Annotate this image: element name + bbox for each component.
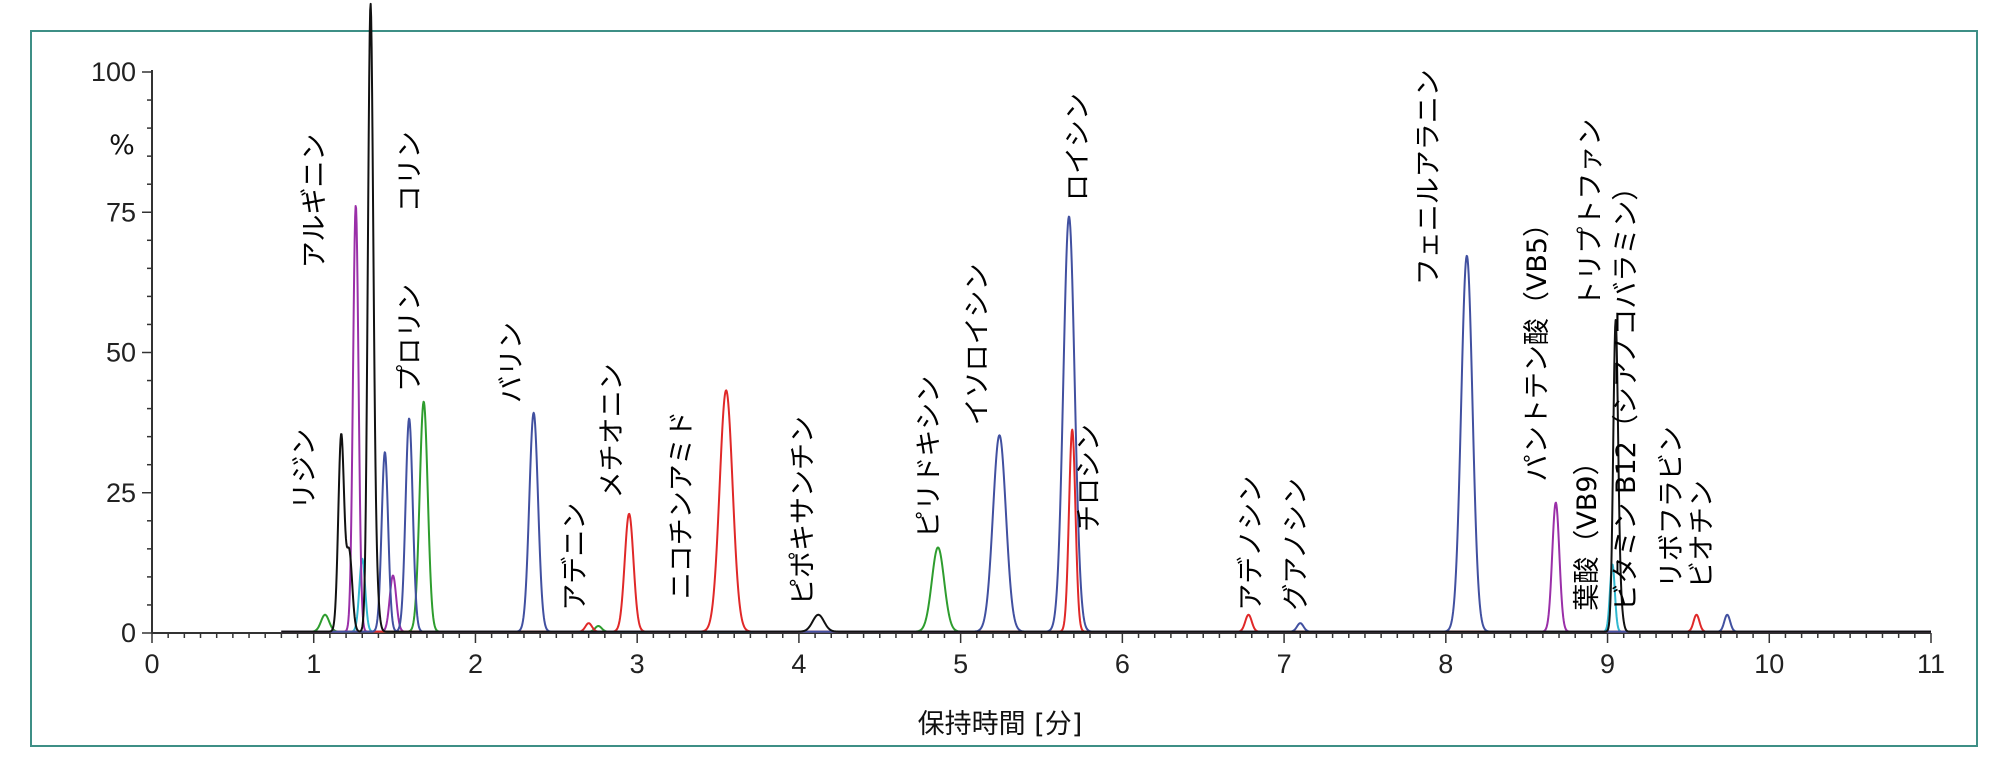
y-axis-title: % — [109, 130, 135, 161]
y-tick-label: 75 — [106, 197, 136, 227]
peak-label: パントテン酸（VB5） — [1522, 210, 1553, 482]
y-tick-label: 25 — [106, 478, 136, 508]
x-tick-label: 8 — [1438, 649, 1453, 679]
peak-label: 葉酸（VB9） — [1572, 448, 1603, 610]
peak-label: プロリン — [395, 284, 426, 392]
peak-label: バリン — [497, 322, 528, 403]
y-tick-label: 50 — [106, 338, 136, 368]
x-tick-label: 6 — [1115, 649, 1130, 679]
axes: 0 1 2 3 4 5 6 7 8 9 10 11 0 25 50 75 100 — [91, 57, 1945, 679]
peak-label: グアノシン — [1281, 478, 1312, 611]
peak-label: チロシン — [1074, 424, 1105, 532]
peak-label: アルギニン — [299, 134, 330, 269]
x-tick-label: 2 — [468, 649, 483, 679]
x-axis-title: 保持時間 [分] — [918, 709, 1083, 740]
x-tick-label: 9 — [1600, 649, 1615, 679]
peak-label: リボフラビン — [1656, 426, 1687, 588]
peak-label: リジン — [290, 429, 321, 510]
x-tick-label: 3 — [630, 649, 645, 679]
peak-label: ロイシン — [1063, 93, 1094, 201]
x-tick-label: 4 — [791, 649, 806, 679]
x-tick-label: 5 — [953, 649, 968, 679]
peak-label: ニコチンアミド — [667, 411, 698, 599]
traces — [280, 2, 1932, 633]
peak-label: アデニン — [560, 503, 591, 611]
x-tick-label: 10 — [1754, 649, 1784, 679]
peak-label: ピポキサンチン — [788, 416, 819, 605]
peak-label: コリン — [395, 131, 426, 212]
x-tick-label: 7 — [1277, 649, 1292, 679]
peak-label: ビオチン — [1687, 480, 1718, 588]
peak-label: アデノシン — [1236, 476, 1267, 611]
peak-label: ビタミン B12（シアノコバラミン） — [1611, 174, 1642, 611]
x-tick-label: 1 — [306, 649, 321, 679]
y-tick-label: 0 — [121, 618, 136, 648]
trace-black — [280, 2, 1932, 633]
x-tick-label: 0 — [144, 649, 159, 679]
x-tick-label: 11 — [1917, 649, 1945, 679]
y-tick-label: 100 — [91, 57, 136, 87]
peak-label: ピリドキシン — [914, 376, 945, 538]
peak-label: イソロイシン — [963, 263, 994, 425]
peak-label: トリプトファン — [1576, 119, 1607, 308]
peak-label: フェニルアラニン — [1414, 69, 1445, 285]
peak-label: メチオニン — [597, 363, 628, 498]
